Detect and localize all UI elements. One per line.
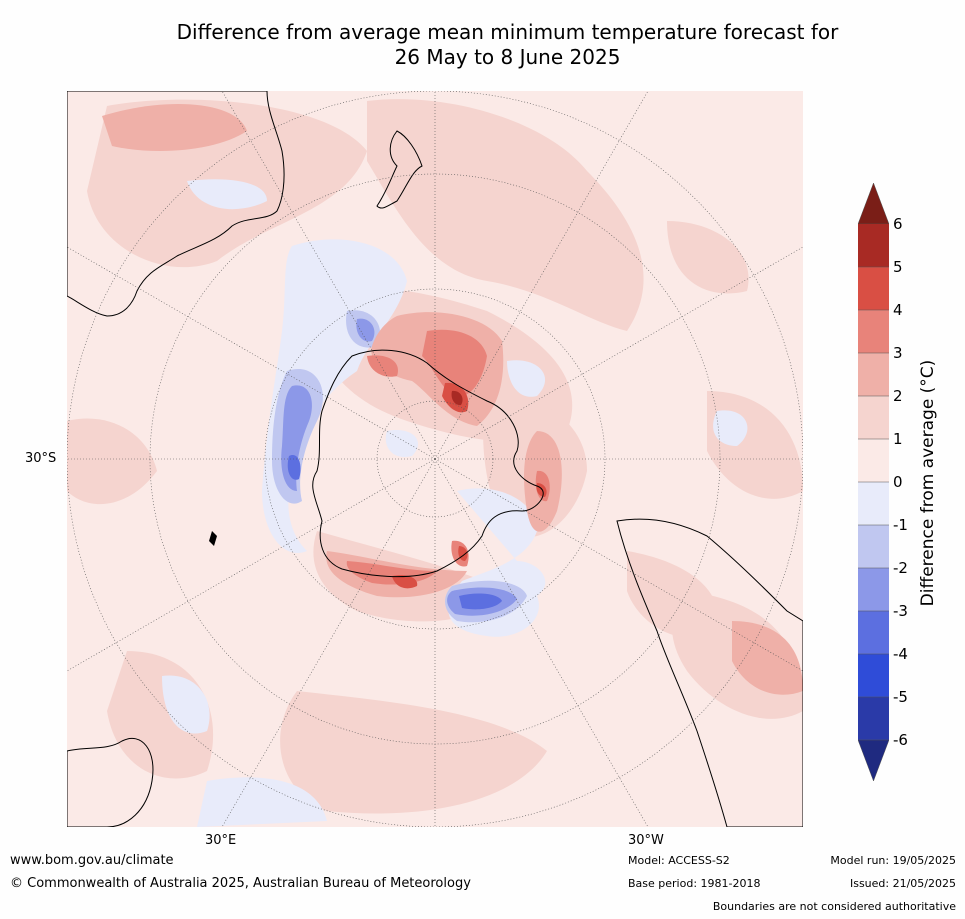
copyright-text: © Commonwealth of Australia 2025, Austra… <box>10 876 471 891</box>
colorbar-band-neg5-neg4 <box>858 654 889 697</box>
colorbar-dividers <box>858 266 889 698</box>
colorbar-tick: 0 <box>893 473 903 491</box>
colorbar-tick: 2 <box>893 387 903 405</box>
colorbar-band-neg2-neg1 <box>858 525 889 568</box>
colorbar-bottom-triangle <box>858 739 889 781</box>
colorbar-tick: -3 <box>893 602 908 620</box>
anomaly-neg4-to-neg3 <box>287 455 502 610</box>
disclaimer-text: Boundaries are not considered authoritat… <box>712 900 956 913</box>
colorbar-band-0-1 <box>858 439 889 482</box>
colorbar-band-neg3-neg2 <box>858 568 889 611</box>
africa-coastline <box>67 738 154 827</box>
colorbar-band-neg1-0 <box>858 482 889 525</box>
colorbar-band-1-2 <box>858 396 889 439</box>
colorbar-title: Difference from average (°C) <box>918 359 938 607</box>
colorbar-band-4-5 <box>858 267 889 310</box>
colorbar-band-5-6 <box>858 224 889 267</box>
south-america-coastline <box>616 518 803 827</box>
website-link[interactable]: www.bom.gov.au/climate <box>10 853 174 868</box>
colorbar-tick: 6 <box>893 215 903 233</box>
chart-title: Difference from average mean minimum tem… <box>0 20 965 70</box>
colorbar-tick: 3 <box>893 344 903 362</box>
colorbar-tick: -4 <box>893 645 908 663</box>
issued-text: Issued: 21/05/2025 <box>849 877 956 890</box>
colorbar-tick: 5 <box>893 258 903 276</box>
model-run-text: Model run: 19/05/2025 <box>830 854 956 867</box>
colorbar-band-2-3 <box>858 353 889 396</box>
lat-label-30s: 30°S <box>25 451 57 466</box>
colorbar-tick: -1 <box>893 516 908 534</box>
model-text: Model: ACCESS-S2 <box>628 854 730 867</box>
colorbar-tick: 4 <box>893 301 903 319</box>
colorbar-tick: -2 <box>893 559 908 577</box>
colorbar-tick: -5 <box>893 688 908 706</box>
antarctica-coastline <box>312 349 544 578</box>
madagascar-coastline <box>209 531 217 546</box>
map-canvas <box>67 91 803 827</box>
new-zealand-coastline <box>376 130 423 209</box>
title-line-2: 26 May to 8 June 2025 <box>394 45 621 69</box>
base-period-text: Base period: 1981-2018 <box>628 877 761 890</box>
graticule <box>67 91 803 827</box>
title-line-1: Difference from average mean minimum tem… <box>176 20 839 44</box>
anomaly-5-to-6 <box>451 390 463 406</box>
colorbar-tick: -6 <box>893 731 908 749</box>
lon-label-30w: 30°W <box>628 833 664 848</box>
colorbar-tick: 1 <box>893 430 903 448</box>
colorbar <box>858 183 889 781</box>
lon-label-30e: 30°E <box>205 833 237 848</box>
australia-coastline <box>67 91 285 317</box>
forecast-map[interactable] <box>67 91 803 827</box>
colorbar-band-neg4-neg3 <box>858 611 889 654</box>
colorbar-band-neg6-neg5 <box>858 697 889 740</box>
colorbar-top-triangle <box>858 183 889 225</box>
colorbar-band-3-4 <box>858 310 889 353</box>
